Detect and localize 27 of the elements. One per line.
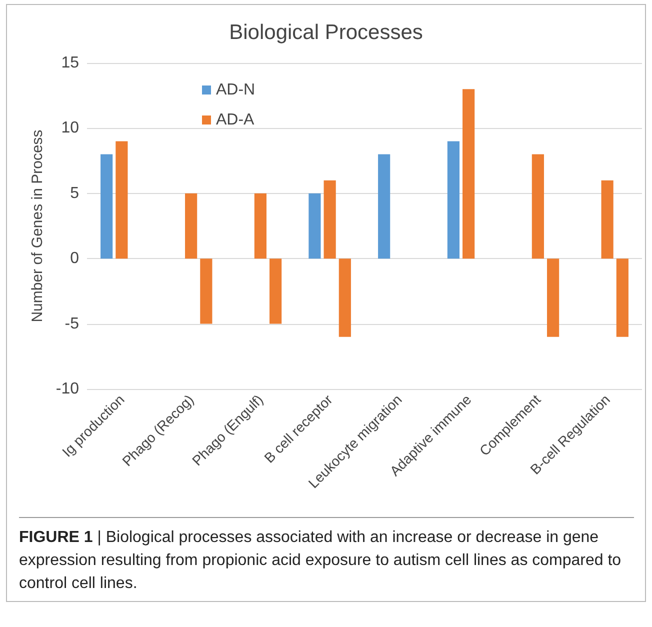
caption: FIGURE 1 | Biological processes associated with an increase or decrease in gene expression resulting from propionic acid exposure to autism cell lines as compared to control cell lines. (19, 528, 622, 594)
y-tick-label: 0 (70, 250, 80, 268)
y-tick-label: -5 (64, 315, 80, 332)
y-tick-label: 15 (61, 54, 80, 72)
bar (308, 193, 321, 259)
bar (378, 154, 390, 259)
bar (447, 141, 460, 259)
y-tick-label: 10 (61, 120, 80, 137)
bar (200, 258, 212, 324)
bar (185, 193, 198, 259)
bar (324, 180, 336, 259)
legend-label: AD-A (216, 112, 255, 128)
bar (601, 180, 614, 259)
bar (532, 154, 544, 259)
y-tick-label: -10 (56, 380, 80, 398)
chart-title: Biological Processes (229, 21, 423, 44)
y-axis-title: Number of Genes in Process (28, 130, 46, 322)
bar (547, 258, 560, 337)
bar (462, 89, 475, 259)
y-tick-label: 5 (70, 184, 80, 202)
legend-label: AD-N (216, 82, 256, 98)
bar (270, 258, 282, 324)
bar (116, 141, 128, 259)
bar (100, 154, 113, 259)
bar (338, 258, 351, 337)
bar (254, 193, 266, 259)
bar (616, 258, 628, 337)
